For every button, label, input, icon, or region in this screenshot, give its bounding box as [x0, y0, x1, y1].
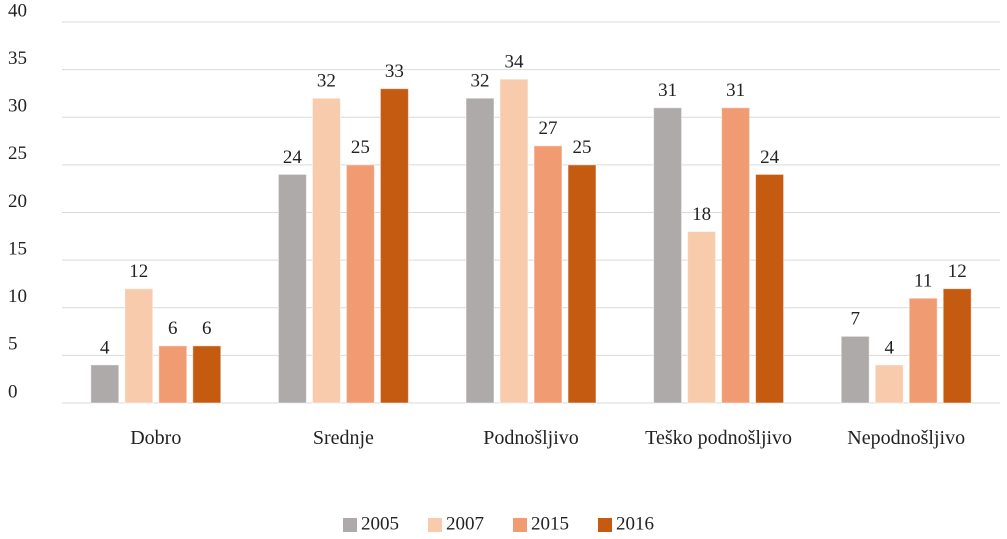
- data-label: 24: [760, 147, 780, 168]
- data-label: 4: [100, 337, 110, 358]
- x-tick-label: Srednje: [312, 427, 374, 449]
- y-tick-label: 35: [8, 48, 27, 69]
- y-tick-label: 30: [8, 96, 27, 117]
- legend-swatch: [598, 518, 612, 532]
- x-tick-label: Podnošljivo: [483, 427, 579, 449]
- bar: [908, 297, 938, 404]
- bar: [533, 145, 563, 404]
- bar: [840, 335, 870, 404]
- data-label: 6: [168, 318, 178, 339]
- x-tick-label: Teško podnošljivo: [645, 427, 793, 449]
- bar: [567, 164, 597, 404]
- data-label: 7: [850, 309, 860, 330]
- data-label: 31: [658, 80, 677, 101]
- data-label: 11: [914, 271, 932, 292]
- data-label: 31: [726, 80, 745, 101]
- data-label: 33: [385, 61, 404, 82]
- bar: [942, 288, 972, 404]
- legend-swatch: [343, 518, 357, 532]
- data-label: 4: [884, 337, 894, 358]
- y-tick-label: 10: [8, 286, 27, 307]
- bar: [721, 107, 751, 404]
- data-label: 34: [505, 52, 525, 73]
- bar: [311, 97, 341, 404]
- y-tick-label: 40: [8, 0, 27, 21]
- legend-swatch: [428, 518, 442, 532]
- data-label: 32: [317, 71, 336, 92]
- data-label: 6: [202, 318, 212, 339]
- bar: [158, 345, 188, 404]
- data-label: 27: [539, 118, 558, 139]
- legend-label: 2005: [361, 513, 399, 534]
- y-tick-label: 0: [8, 381, 18, 402]
- bar: [345, 164, 375, 404]
- bar: [687, 231, 717, 404]
- bar: [465, 97, 495, 404]
- bar: [277, 173, 307, 404]
- legend-label: 2015: [531, 513, 569, 534]
- bar: [192, 345, 222, 404]
- data-label: 25: [351, 137, 370, 158]
- x-tick-label: Dobro: [130, 427, 182, 449]
- data-label: 32: [471, 71, 490, 92]
- y-tick-label: 20: [8, 191, 27, 212]
- bar: [874, 364, 904, 404]
- legend-swatch: [513, 518, 527, 532]
- bar: [379, 88, 409, 404]
- y-tick-label: 25: [8, 143, 27, 164]
- y-tick-label: 15: [8, 238, 27, 259]
- data-label: 12: [948, 261, 967, 282]
- bar: [653, 107, 683, 404]
- y-tick-label: 5: [8, 334, 18, 355]
- data-label: 18: [692, 204, 711, 225]
- bar: [124, 288, 154, 404]
- legend-label: 2007: [446, 513, 484, 534]
- data-label: 12: [129, 261, 148, 282]
- data-label: 24: [283, 147, 303, 168]
- bar: [499, 78, 529, 404]
- bar: [755, 173, 785, 404]
- data-label: 25: [573, 137, 592, 158]
- x-tick-label: Nepodnošljivo: [847, 427, 966, 449]
- legend-label: 2016: [616, 513, 654, 534]
- bar: [90, 364, 120, 404]
